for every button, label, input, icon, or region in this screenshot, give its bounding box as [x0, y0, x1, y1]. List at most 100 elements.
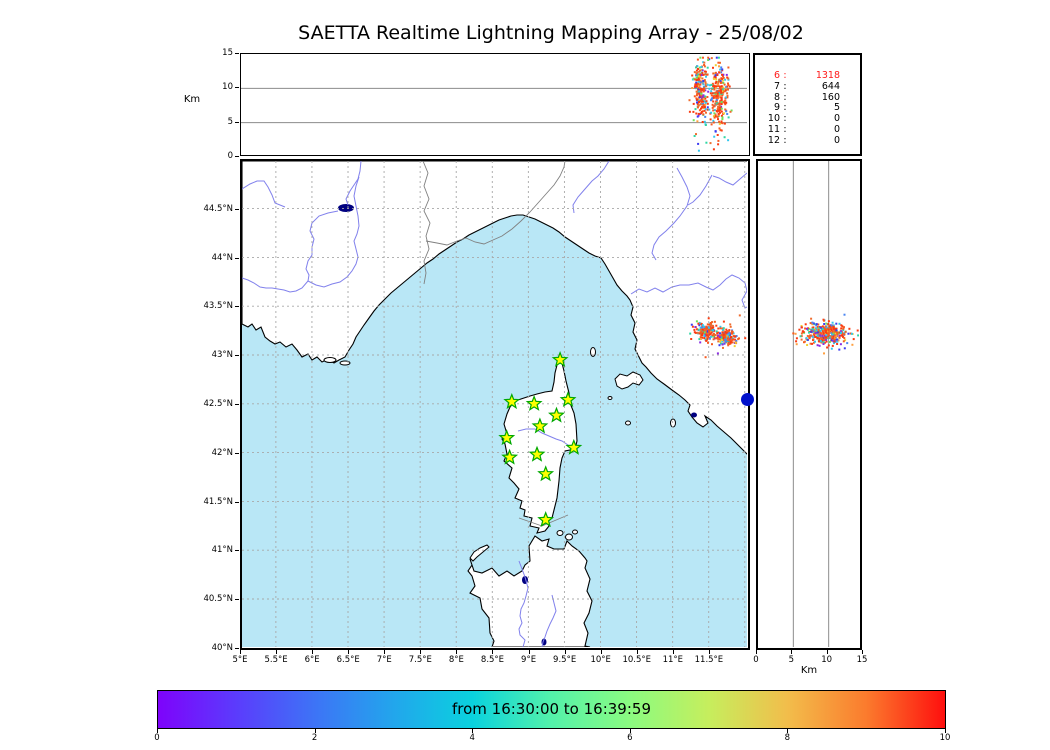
colorbar-tick-label: 8	[784, 733, 791, 743]
lightning-points	[688, 56, 733, 152]
altitude-tick-mark	[235, 52, 239, 54]
right-panel-tick-label: 15	[856, 655, 868, 665]
counts-legend-row: 12: 0	[762, 134, 840, 147]
altitude-axis-label-left: Km	[183, 94, 201, 105]
count-value: 160	[821, 91, 840, 103]
count-value: 1318	[815, 70, 840, 81]
count-stations: 12	[767, 134, 780, 146]
colorbar-tick-mark	[945, 729, 946, 733]
right-panel-tick-mark	[826, 650, 828, 654]
count-value: 644	[821, 80, 840, 92]
count-stations: 10	[767, 113, 780, 125]
latitude-tick-mark	[235, 648, 239, 649]
altitude-tick-mark	[235, 121, 239, 123]
latitude-tick-label: 43.5°N	[203, 301, 233, 312]
altitude-tick-label: 10	[222, 82, 233, 93]
station-star	[498, 429, 516, 446]
colorbar-tick-mark	[472, 729, 474, 733]
counts-legend-rows: 6: 1318 7: 644 8: 160 9: 5 10: 0 11: 0 12: 0	[762, 70, 840, 147]
counts-legend-row: 9: 5	[762, 103, 840, 114]
altitude-axis-label-bottom: Km	[800, 665, 818, 676]
longitude-tick-label: 8.5°E	[480, 655, 505, 665]
longitude-tick-mark	[384, 650, 386, 654]
longitude-tick-mark	[528, 650, 530, 654]
station-star	[501, 448, 519, 465]
counts-legend-panel	[753, 53, 862, 156]
station-star	[565, 438, 583, 455]
latitude-tick-mark	[235, 501, 239, 503]
count-value: 0	[833, 113, 840, 125]
altitude-tick-label: 5	[227, 116, 233, 127]
longitude-tick-label: 6.5°E	[336, 655, 360, 665]
count-stations: 11	[767, 123, 780, 135]
latitude-tick-mark	[235, 599, 239, 601]
colorbar-tick-mark	[629, 729, 631, 733]
count-value: 0	[833, 134, 840, 146]
latitude-tick-mark	[235, 452, 239, 454]
station-star	[525, 394, 543, 411]
latitude-tick-label: 42°N	[211, 447, 233, 458]
right-panel-tick-label: 5	[788, 655, 795, 665]
count-stations: 9	[773, 102, 780, 114]
counts-legend-row: 11: 0	[762, 123, 840, 136]
count-colon: :	[783, 123, 787, 135]
count-stations: 6	[773, 70, 780, 81]
longitude-tick-label: 5°E	[232, 655, 248, 665]
latitude-tick-mark	[235, 355, 239, 357]
colorbar-tick-mark	[157, 729, 158, 733]
altitude-longitude-panel	[240, 53, 750, 156]
counts-legend-row: 10: 0	[762, 113, 840, 125]
station-star	[537, 465, 555, 482]
longitude-tick-mark	[348, 650, 350, 654]
station-star	[528, 445, 546, 462]
count-colon: :	[783, 134, 787, 146]
longitude-tick-label: 7°E	[376, 655, 392, 665]
count-value: 0	[833, 123, 840, 135]
station-star	[531, 417, 549, 434]
latitude-tick-mark	[235, 404, 239, 405]
count-colon: :	[783, 102, 787, 114]
counts-legend-row: 7: 644	[762, 80, 840, 93]
longitude-tick-mark	[240, 650, 241, 654]
longitude-tick-mark	[636, 650, 638, 654]
colorbar-time-range-label: from 16:30:00 to 16:39:59	[451, 700, 651, 718]
station-stars	[498, 351, 583, 528]
longitude-tick-label: 11°E	[662, 655, 684, 665]
longitude-tick-label: 10°E	[590, 655, 611, 665]
longitude-tick-mark	[708, 650, 710, 654]
latitude-tick-mark	[235, 208, 239, 210]
station-star	[537, 511, 555, 528]
longitude-tick-label: 9.5°E	[553, 655, 577, 665]
colorbar-tick-label: 4	[469, 733, 475, 743]
altitude-latitude-panel	[756, 159, 862, 650]
lightning-points	[792, 313, 859, 355]
colorbar-tick-label: 6	[627, 733, 633, 743]
lightning-marker-dot	[741, 393, 754, 406]
counts-legend-row: 8: 160	[762, 91, 840, 104]
station-star	[551, 351, 569, 368]
count-colon: :	[783, 91, 787, 103]
longitude-tick-label: 6°E	[304, 655, 320, 665]
longitude-tick-label: 5.5°E	[264, 655, 288, 665]
page-title: SAETTA Realtime Lightning Mapping Array …	[298, 22, 804, 44]
latitude-tick-mark	[235, 306, 239, 308]
colorbar-tick-label: 10	[939, 733, 951, 743]
longitude-tick-mark	[600, 650, 602, 654]
count-colon: :	[783, 113, 787, 125]
latitude-tick-label: 41.5°N	[203, 496, 233, 507]
longitude-tick-mark	[312, 650, 314, 654]
longitude-tick-mark	[672, 650, 674, 654]
altitude-tick-mark	[235, 87, 239, 89]
longitude-tick-mark	[492, 650, 494, 654]
map-panel	[240, 159, 750, 650]
latitude-tick-label: 43°N	[211, 350, 233, 361]
latitude-tick-mark	[235, 257, 239, 259]
longitude-tick-label: 10.5°E	[622, 655, 652, 665]
right-panel-tick-mark	[756, 650, 757, 654]
latitude-tick-label: 42.5°N	[203, 399, 233, 409]
latitude-tick-label: 41°N	[211, 545, 233, 556]
time-colorbar: from 16:30:00 to 16:39:59	[157, 690, 946, 729]
counts-legend-row: 6: 1318	[762, 70, 840, 82]
altitude-tick-label: 15	[222, 47, 233, 58]
altitude-tick-label: 0	[227, 151, 233, 161]
